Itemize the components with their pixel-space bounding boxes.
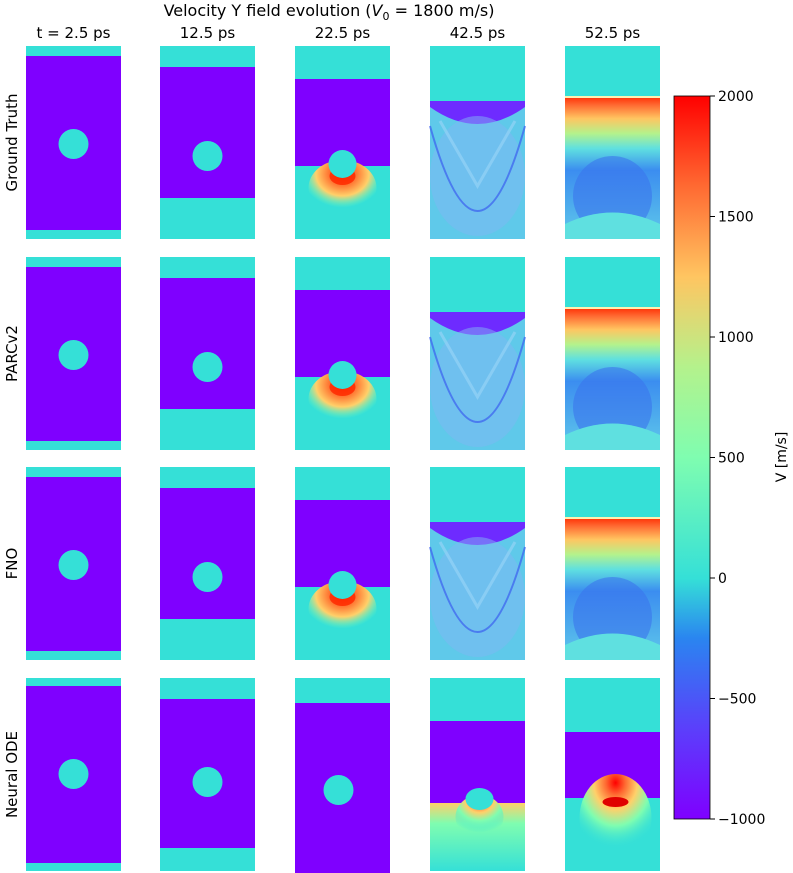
column-label: 12.5 ps (180, 24, 236, 42)
colorbar-gradient (673, 95, 711, 820)
row-label: Neural ODE (3, 731, 21, 818)
column-label: 42.5 ps (450, 24, 506, 42)
colorbar-label: V [m/s] (774, 432, 790, 483)
field-panel (160, 257, 255, 450)
field-panel (26, 46, 121, 239)
field-panel (160, 46, 255, 239)
column-label: 52.5 ps (585, 24, 641, 42)
colorbar-tick-label: 1000 (718, 330, 754, 346)
field-panel (565, 46, 660, 239)
field-panel (26, 467, 121, 660)
title-symbol: V (372, 1, 384, 20)
row-labels: Ground Truth PARCv2 FNO Neural ODE (3, 94, 21, 819)
colorbar-tick-label: 2000 (718, 89, 754, 105)
field-panel (565, 678, 660, 871)
field-panel (565, 467, 660, 660)
field-panel (26, 257, 121, 450)
title-prefix: Velocity Y field evolution ( (164, 1, 372, 20)
colorbar-tick-label: −1000 (718, 812, 765, 828)
field-panel (429, 257, 526, 450)
panel-grid (26, 46, 660, 873)
row-label: PARCv2 (3, 325, 21, 382)
field-panel (160, 678, 255, 871)
row-label: Ground Truth (3, 94, 21, 192)
chart-title: Velocity Y field evolution (V0 = 1800 m/… (164, 1, 495, 23)
field-panel (429, 46, 526, 239)
field-panel (295, 467, 390, 660)
field-panel (295, 678, 390, 873)
title-subscript: 0 (383, 10, 390, 23)
colorbar-ticks: 2000 1500 1000 500 0 −500 −1000 (710, 89, 765, 828)
field-panel (295, 257, 390, 450)
colorbar-tick-label: 1500 (718, 210, 754, 226)
colorbar-tick-label: −500 (718, 692, 756, 708)
colorbar-tick-label: 0 (718, 571, 727, 587)
column-label: t = 2.5 ps (37, 24, 111, 42)
field-panel (429, 467, 526, 660)
field-panel (160, 467, 255, 660)
colorbar-tick-label: 500 (718, 451, 745, 467)
field-panel (565, 257, 660, 450)
column-labels: t = 2.5 ps 12.5 ps 22.5 ps 42.5 ps 52.5 ps (37, 24, 641, 42)
row-label: FNO (3, 548, 21, 580)
title-suffix: = 1800 m/s) (390, 1, 495, 20)
field-panel (26, 678, 121, 871)
colorbar: 2000 1500 1000 500 0 −500 −1000 V [m/s] (673, 89, 790, 828)
field-panel (295, 46, 390, 239)
column-label: 22.5 ps (315, 24, 371, 42)
field-panel (430, 678, 525, 871)
